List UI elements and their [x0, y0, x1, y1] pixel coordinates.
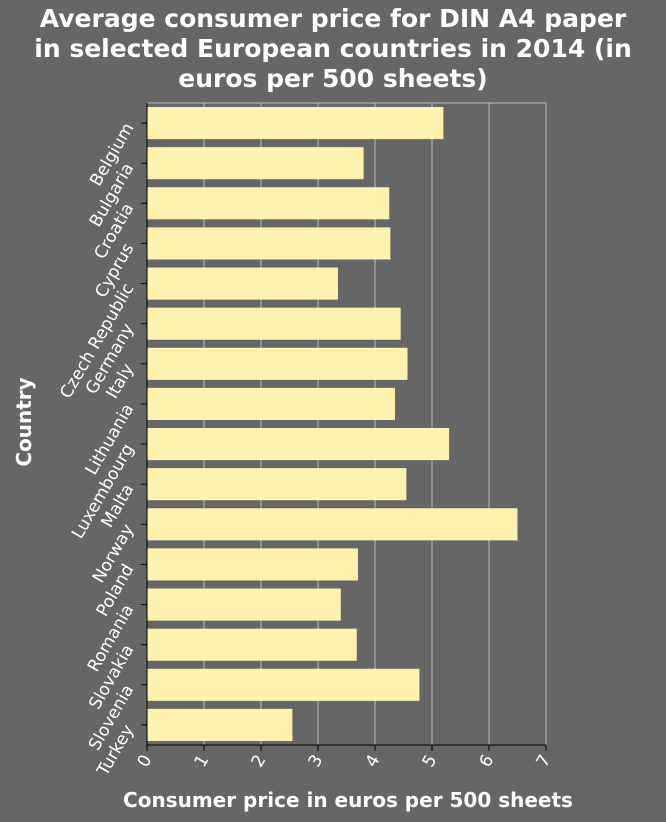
bar-slovenia	[147, 668, 420, 701]
x-tick-label: 7	[533, 752, 556, 771]
bar-slovakia	[147, 628, 357, 661]
x-axis: 0 1 2 3 4 5 6 7	[134, 744, 556, 771]
chart-title-line: euros per 500 sheets)	[178, 64, 488, 93]
bar-lithuania	[147, 387, 395, 420]
bar-turkey	[147, 708, 293, 741]
chart-title: Average consumer price for DIN A4 paper i…	[0, 4, 666, 94]
bars	[147, 107, 518, 741]
chart-title-line: Average consumer price for DIN A4 paper	[39, 4, 627, 33]
x-tick-label: 0	[134, 752, 157, 771]
x-tick-label: 2	[248, 752, 271, 771]
bar-bulgaria	[147, 147, 364, 180]
bar-norway	[147, 508, 518, 541]
chart-title-line: in selected European countries in 2014 (…	[34, 34, 632, 63]
x-tick-label: 1	[191, 752, 214, 771]
x-tick-label: 5	[419, 752, 442, 771]
bar-cyprus	[147, 227, 391, 260]
y-axis-title: Country	[12, 377, 36, 466]
bar-malta	[147, 468, 407, 501]
bar-germany	[147, 307, 401, 340]
bar-belgium	[147, 107, 444, 140]
x-axis-title: Consumer price in euros per 500 sheets	[123, 788, 573, 812]
bar-croatia	[147, 187, 390, 220]
bar-italy	[147, 347, 408, 380]
x-tick-label: 4	[362, 752, 385, 771]
x-tick-label: 6	[476, 752, 499, 771]
bar-romania	[147, 588, 341, 621]
bar-poland	[147, 548, 358, 581]
bar-czech-republic	[147, 267, 338, 300]
bar-luxembourg	[147, 428, 450, 461]
x-tick-label: 3	[305, 752, 328, 771]
